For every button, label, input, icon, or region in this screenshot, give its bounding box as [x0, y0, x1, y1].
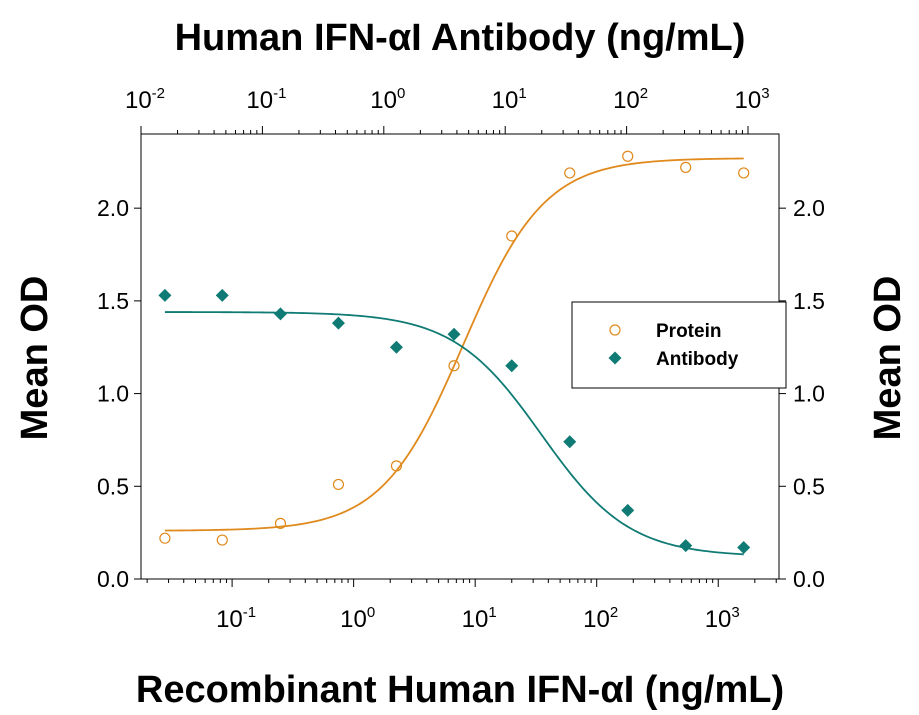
left-y-axis-title: Mean OD	[14, 276, 56, 441]
point-protein	[332, 478, 345, 491]
y-tick-label-right: 2.0	[793, 195, 825, 221]
legend-label-antibody: Antibody	[656, 349, 739, 370]
bottom-x-tick-label: 102	[583, 604, 618, 633]
legend-marker-protein	[609, 324, 621, 336]
top-x-tick-label: 10-1	[246, 85, 286, 114]
point-antibody	[621, 503, 635, 517]
legend: Protein Antibody	[571, 301, 787, 389]
point-protein	[448, 360, 460, 372]
y-tick-label-left: 0.5	[97, 473, 129, 499]
y-tick-label-left: 1.5	[97, 288, 129, 314]
point-protein	[274, 517, 287, 529]
point-protein	[159, 532, 171, 544]
point-antibody	[737, 540, 751, 554]
y-tick-label-right: 1.5	[793, 288, 825, 314]
y-tick-label-left: 2.0	[97, 195, 129, 221]
fit-curves	[164, 157, 744, 556]
point-antibody	[389, 340, 403, 354]
bottom-x-tick-label: 100	[340, 604, 375, 633]
point-protein	[390, 460, 403, 472]
point-antibody	[679, 539, 693, 553]
point-antibody	[331, 316, 345, 330]
top-x-tick-label: 102	[613, 85, 648, 114]
point-antibody	[273, 307, 287, 321]
legend-box	[571, 301, 787, 389]
legend-marker-antibody	[608, 351, 622, 365]
fit-curve-antibody	[164, 311, 744, 556]
top-axis-title: Human IFN-αI Antibody (ng/mL)	[175, 17, 746, 59]
point-protein	[564, 167, 576, 179]
point-antibody	[505, 359, 519, 373]
y-tick-label-right: 0.5	[793, 473, 825, 499]
point-protein	[738, 167, 750, 179]
point-antibody	[215, 288, 229, 302]
point-protein	[622, 150, 634, 162]
right-y-axis-title: Mean OD	[867, 276, 909, 441]
top-x-tick-label: 10-2	[125, 85, 165, 114]
data-points	[158, 150, 751, 554]
top-x-tick-label: 100	[370, 85, 405, 114]
point-antibody	[158, 288, 172, 302]
point-protein	[216, 534, 228, 546]
legend-label-protein: Protein	[656, 321, 721, 342]
y-tick-label-right: 1.0	[793, 381, 825, 407]
bottom-x-tick-label: 103	[705, 604, 740, 633]
y-tick-label-left: 1.0	[97, 381, 129, 407]
point-antibody	[447, 327, 461, 341]
point-protein	[506, 230, 518, 242]
axis-ticks: 0.0 0.0 0.5 0.5 1.0 1.0 1.5 1.5 2.0 2.0 10-1 100 101…	[97, 85, 825, 633]
top-x-tick-label: 103	[734, 85, 769, 114]
y-tick-label-left: 0.0	[97, 566, 129, 592]
bottom-axis-title: Recombinant Human IFN-αI (ng/mL)	[136, 669, 784, 711]
top-x-tick-label: 101	[492, 85, 527, 114]
point-antibody	[563, 435, 577, 449]
y-tick-label-right: 0.0	[793, 566, 825, 592]
fit-curve-protein	[164, 157, 744, 532]
point-protein	[680, 161, 692, 173]
bottom-x-tick-label: 101	[462, 604, 497, 633]
bottom-x-tick-label: 10-1	[216, 604, 256, 633]
